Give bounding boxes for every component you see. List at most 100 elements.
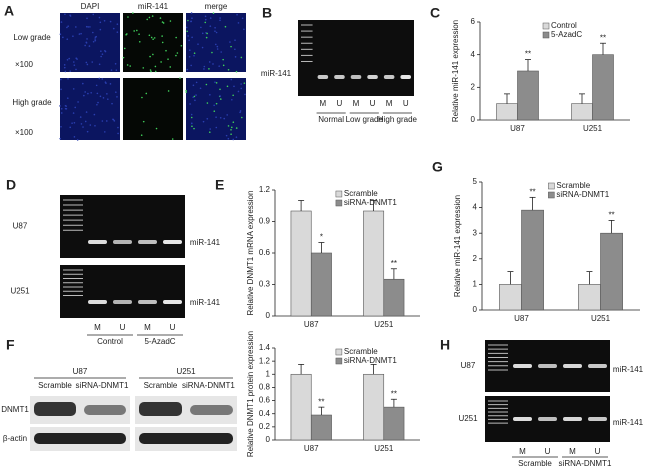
x-tick-label: U251 [374,320,394,329]
y-tick-label: 0 [473,305,478,314]
cell-dot [190,64,192,67]
cell-dot [129,65,132,67]
cell-dot [140,134,143,136]
cell-dot [60,78,62,81]
bar [517,70,539,121]
band [138,240,157,244]
cell-dot [191,36,193,39]
label: siRNA-DNMT1 [76,381,129,390]
band [350,75,362,79]
cell-dot [234,48,236,51]
cell-dot [87,92,89,95]
cell-dot [227,68,230,71]
cell-dot [86,38,88,40]
cell-dot [133,30,135,32]
cell-dot [122,56,125,59]
cell-dot [161,41,164,44]
y-axis-label: Relative DNMT1 mRNA expression [246,191,255,316]
cell-dot [106,120,108,122]
cell-dot [152,38,154,40]
label: ×100 [15,60,34,69]
legend-label: Scramble [344,347,378,356]
y-tick-label: 6 [471,17,476,26]
cell-dot [180,44,183,47]
cell-dot [117,126,119,129]
cell-dot [73,121,76,124]
cell-dot [213,104,215,107]
cell-dot [231,98,233,101]
cell-dot [123,47,126,50]
cell-dot [186,68,189,71]
cell-dot [205,83,208,86]
cell-dot [132,12,134,14]
cell-dot [240,56,243,59]
cell-dot [233,85,235,88]
label: High grade [12,98,52,107]
bar [363,210,385,317]
cell-dot [72,88,75,90]
cell-dot [116,31,119,33]
cell-dot [75,68,77,71]
legend-label: siRNA-DNMT1 [556,190,609,199]
y-axis-label: Relative DNMT1 protein expression [246,331,255,457]
cell-dot [201,32,204,35]
cell-dot [219,98,222,100]
micrograph [60,78,120,140]
cell-dot [103,131,106,133]
cell-dot [59,33,62,36]
cell-dot [191,17,193,20]
band [88,300,107,304]
cell-dot [209,17,212,19]
cell-dot [77,101,79,103]
cell-dot [206,118,209,120]
bar [600,232,623,311]
panel-letter: A [4,3,14,19]
cell-dot [185,91,188,93]
cell-dot [219,95,221,97]
cell-dot [237,90,240,93]
band [163,240,182,244]
cell-dot [215,126,218,129]
cell-dot [199,87,202,90]
legend-swatch [335,357,343,365]
cell-dot [98,16,101,19]
cell-dot [117,132,119,135]
cell-dot [116,23,119,25]
cell-dot [176,52,179,54]
label: U251 [458,414,478,423]
cell-dot [107,98,109,100]
cell-dot [94,124,96,127]
cell-dot [175,36,177,39]
cell-dot [99,21,102,24]
cell-dot [114,62,117,65]
x-tick-label: U87 [510,124,525,133]
cell-dot [136,29,138,32]
cell-dot [215,102,218,105]
cell-dot [69,126,72,129]
cell-dot [192,84,195,87]
cell-dot [165,49,167,52]
cell-dot [222,58,224,61]
bar [290,210,312,317]
significance: ** [391,259,397,268]
cell-dot [110,69,113,71]
cell-dot [101,53,104,55]
cell-dot [84,120,87,123]
cell-dot [179,77,181,79]
cell-dot [100,50,102,52]
legend-label: siRNA-DNMT1 [344,198,397,207]
cell-dot [64,13,66,16]
panel-letter: H [440,337,450,353]
cell-dot [192,96,194,99]
label: Low grade [13,33,51,42]
label: miR-141 [261,69,292,78]
cell-dot [167,90,170,92]
cell-dot [223,117,226,120]
cell-dot [92,31,94,34]
cell-dot [98,63,101,66]
cell-dot [146,18,149,21]
cell-dot [142,120,145,123]
label: M [569,447,576,456]
y-tick-label: 0.6 [259,248,271,257]
legend-label: 5-AzadC [551,30,582,39]
